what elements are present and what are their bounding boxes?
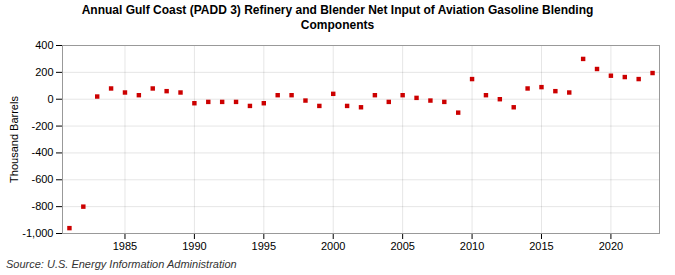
svg-text:2015: 2015 (529, 240, 553, 252)
svg-text:400: 400 (35, 39, 53, 51)
svg-text:2020: 2020 (599, 240, 623, 252)
svg-text:-600: -600 (31, 173, 53, 185)
svg-text:-800: -800 (31, 200, 53, 212)
svg-text:1990: 1990 (182, 240, 206, 252)
svg-text:1995: 1995 (252, 240, 276, 252)
svg-text:2010: 2010 (460, 240, 484, 252)
svg-text:-1,000: -1,000 (22, 227, 53, 239)
svg-text:-400: -400 (31, 146, 53, 158)
svg-text:1985: 1985 (113, 240, 137, 252)
html-text:Annual Gulf Coast (PADD 3) Ref: Annual Gulf Coast (PADD 3) Refinery and … (81, 3, 594, 32)
svg-text:Thousand Barrels: Thousand Barrels (8, 96, 20, 183)
html-text:Source: U.S. Energy Informatio: Source: U.S. Energy Information Administ… (6, 258, 237, 270)
svg-text:0: 0 (47, 93, 53, 105)
svg-text:200: 200 (35, 66, 53, 78)
svg-text:2005: 2005 (390, 240, 414, 252)
svg-text:-200: -200 (31, 120, 53, 132)
svg-text:2000: 2000 (321, 240, 345, 252)
